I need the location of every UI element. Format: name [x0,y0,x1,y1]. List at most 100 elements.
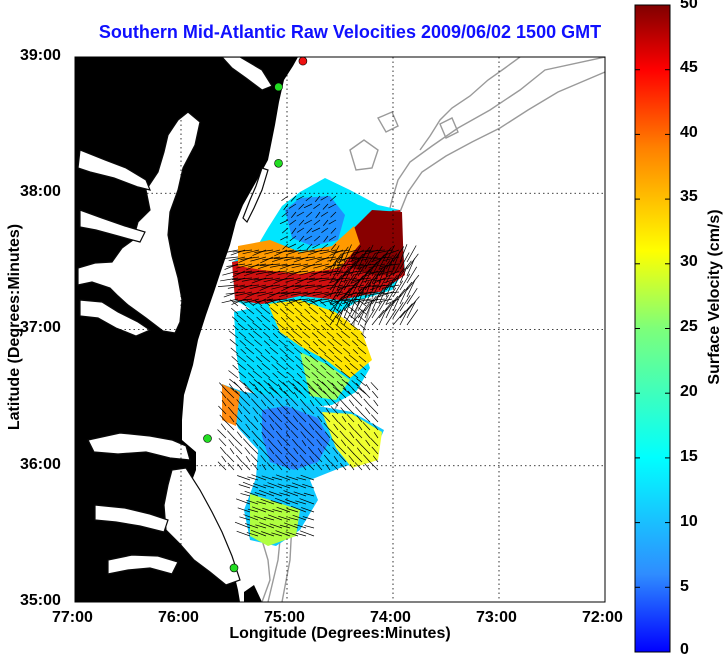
velocity-vector [357,386,367,395]
velocity-vector [269,291,288,296]
velocity-vector [253,277,274,281]
velocity-vector [364,407,371,415]
velocity-vector [385,300,395,319]
velocity-vector [343,295,356,312]
velocity-vector [385,287,397,305]
velocity-vector [243,438,251,447]
velocity-vector [338,421,347,431]
velocity-vector [277,370,287,379]
velocity-vector [246,263,260,271]
velocity-vector [233,381,243,391]
velocity-vector [268,415,275,423]
velocity-vector [275,277,295,281]
velocity-vector [243,298,260,304]
velocity-vector [287,249,309,252]
velocity-vector [406,296,420,312]
velocity-vector [311,227,321,233]
velocity-vector [306,227,313,234]
velocity-vector [289,270,309,274]
velocity-vector [308,423,315,431]
velocity-vector [267,406,275,415]
velocity-vector [363,430,371,439]
velocity-vector [219,414,227,423]
velocity-vector [291,482,307,489]
velocity-vector [245,523,259,529]
velocity-vector [269,391,275,399]
velocity-vector [340,277,358,283]
velocity-vector [292,383,299,391]
velocity-vector [239,284,260,288]
velocity-vector [270,315,279,323]
velocity-vector [336,332,343,339]
velocity-vector [333,346,343,355]
velocity-vector [261,531,275,537]
velocity-vector [252,439,259,447]
velocity-vector [264,348,271,355]
velocity-vector [260,455,267,463]
velocity-vector [257,405,267,415]
velocity-vector [312,291,330,297]
velocity-vector [378,273,389,291]
velocity-vector [279,524,291,529]
velocity-vector [245,423,251,431]
velocity-vector [326,331,335,339]
velocity-vector [315,406,323,415]
velocity-vector [323,454,331,463]
velocity-vector [392,310,406,326]
velocity-vector [356,447,363,455]
velocity-vector [354,429,363,439]
velocity-vector [325,463,331,471]
velocity-vector [259,522,275,529]
velocity-vector [250,454,259,463]
velocity-vector [343,356,351,363]
velocity-vector [385,308,397,326]
velocity-vector [352,277,372,281]
velocity-vector [300,431,307,439]
velocity-vector [253,416,259,423]
velocity-vector [358,315,367,323]
velocity-vector [328,235,337,241]
velocity-vector [310,323,319,331]
station-marker [203,434,212,443]
velocity-vector [294,284,316,287]
delmarva-coastal-bays [242,167,269,224]
isobath-patch-b [377,111,399,133]
velocity-vector [290,505,307,513]
velocity-vector [286,508,299,513]
velocity-vector [351,380,359,387]
velocity-vector [264,300,271,307]
velocity-vector [245,307,255,315]
velocity-vector [343,265,353,284]
velocity-vector [221,455,227,463]
velocity-vector [319,316,327,323]
velocity-vector [266,298,288,301]
velocity-vector [231,316,239,323]
velocity-vector [253,330,263,339]
velocity-vector [272,372,279,379]
velocity-vector [315,195,321,202]
coverage-north-blue [285,196,345,246]
velocity-vector [363,398,371,407]
y-tick-label: 35:00 [20,592,61,609]
velocity-vector [244,490,259,497]
velocity-vector [399,286,409,305]
velocity-vector [322,413,331,423]
velocity-vector [266,429,275,439]
velocity-vector [252,370,263,379]
velocity-vector [301,407,307,415]
velocity-vector [333,307,343,315]
velocity-vector [385,295,399,312]
velocity-vector [347,390,355,399]
velocity-vector [364,244,374,263]
velocity-vector [218,256,239,260]
velocity-vector [337,445,347,455]
velocity-vector [275,454,283,463]
velocity-vector [343,308,351,315]
velocity-vector [243,382,251,391]
velocity-vector [371,414,379,423]
velocity-vector [342,299,351,307]
velocity-vector [232,270,246,278]
velocity-vector [265,453,275,463]
velocity-vector [343,252,355,270]
velocity-vector [336,251,345,270]
